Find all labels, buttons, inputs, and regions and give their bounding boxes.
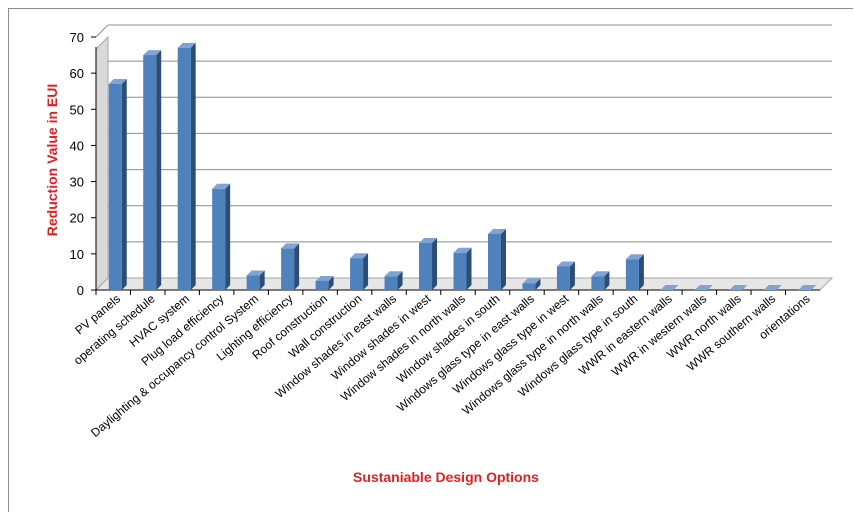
y-tick-label: 20 [70,211,84,226]
bar-front [419,243,433,290]
bar [798,285,817,290]
bar-side [500,228,506,290]
bar [453,247,472,290]
bar-front [281,248,295,290]
bar-side [397,271,403,290]
bar [177,42,196,290]
bar-top [522,278,541,284]
bar [522,278,541,290]
bar-front [108,83,122,290]
bar [350,253,369,290]
bar-front [143,55,157,291]
bar-front [350,258,364,290]
bar-front [591,276,605,290]
bar-front [384,276,398,290]
bar-top [177,42,196,48]
bar [315,275,334,290]
chart-frame [8,8,853,512]
bar-top [556,261,575,267]
bar [212,183,231,290]
bar [419,238,438,290]
bar-side [259,270,265,290]
bar [625,254,644,290]
y-tick-label: 40 [70,138,84,153]
bar-side [535,278,541,290]
bar-front [522,283,536,290]
bar-top [798,285,817,290]
bar [763,285,782,290]
bar [281,243,300,290]
y-tick-label: 50 [70,102,84,117]
bar [143,50,162,291]
bar-front [246,275,260,290]
bar-top [419,238,438,244]
bar-top [143,50,162,56]
bar-top [453,247,472,253]
bar [694,285,713,290]
bar-side [294,243,300,290]
bar-side [466,247,472,290]
bar-top [315,275,334,281]
bar-top [384,271,403,277]
bar-side [190,42,196,290]
bar-top [763,285,782,290]
side-wall [95,35,109,292]
bar-front [487,233,501,290]
bar-side [121,78,127,290]
bar-front [625,259,639,290]
bar-top [487,228,506,234]
y-tick-label: 0 [77,283,84,298]
bar-side [604,271,610,290]
bar-top [246,270,265,276]
bar-top [281,243,300,249]
y-tick-label: 70 [70,30,84,45]
bar [108,78,127,290]
bar-side [156,50,162,291]
bar-front [177,47,191,290]
bar-front [212,188,226,290]
bar-top [625,254,644,260]
bar [556,261,575,290]
y-axis-title: Reduction Value in EUI [44,84,60,236]
bar-side [569,261,575,290]
bar-top [729,285,748,290]
bars [108,42,817,291]
y-tick-label: 30 [70,175,84,190]
bar [246,270,265,290]
bar-top [660,285,679,290]
bar-top [350,253,369,259]
bar-side [363,253,369,290]
bar-top [591,271,610,277]
bar-top [212,183,231,189]
bar-front [556,266,570,290]
bar [487,228,506,290]
y-tick-label: 10 [70,247,84,262]
bar-side [432,238,438,290]
x-axis-title: Sustaniable Design Options [353,469,539,485]
bar [660,285,679,290]
bar-front [315,280,329,290]
y-tick-label: 60 [70,66,84,81]
bar-top [694,285,713,290]
bar-top [108,78,127,84]
bar [729,285,748,290]
gridline-side [95,24,109,38]
bar-side [328,275,334,290]
bar [384,271,403,290]
bar [591,271,610,290]
bar-front [453,252,467,290]
bar-side [638,254,644,290]
bar-side [225,183,231,290]
